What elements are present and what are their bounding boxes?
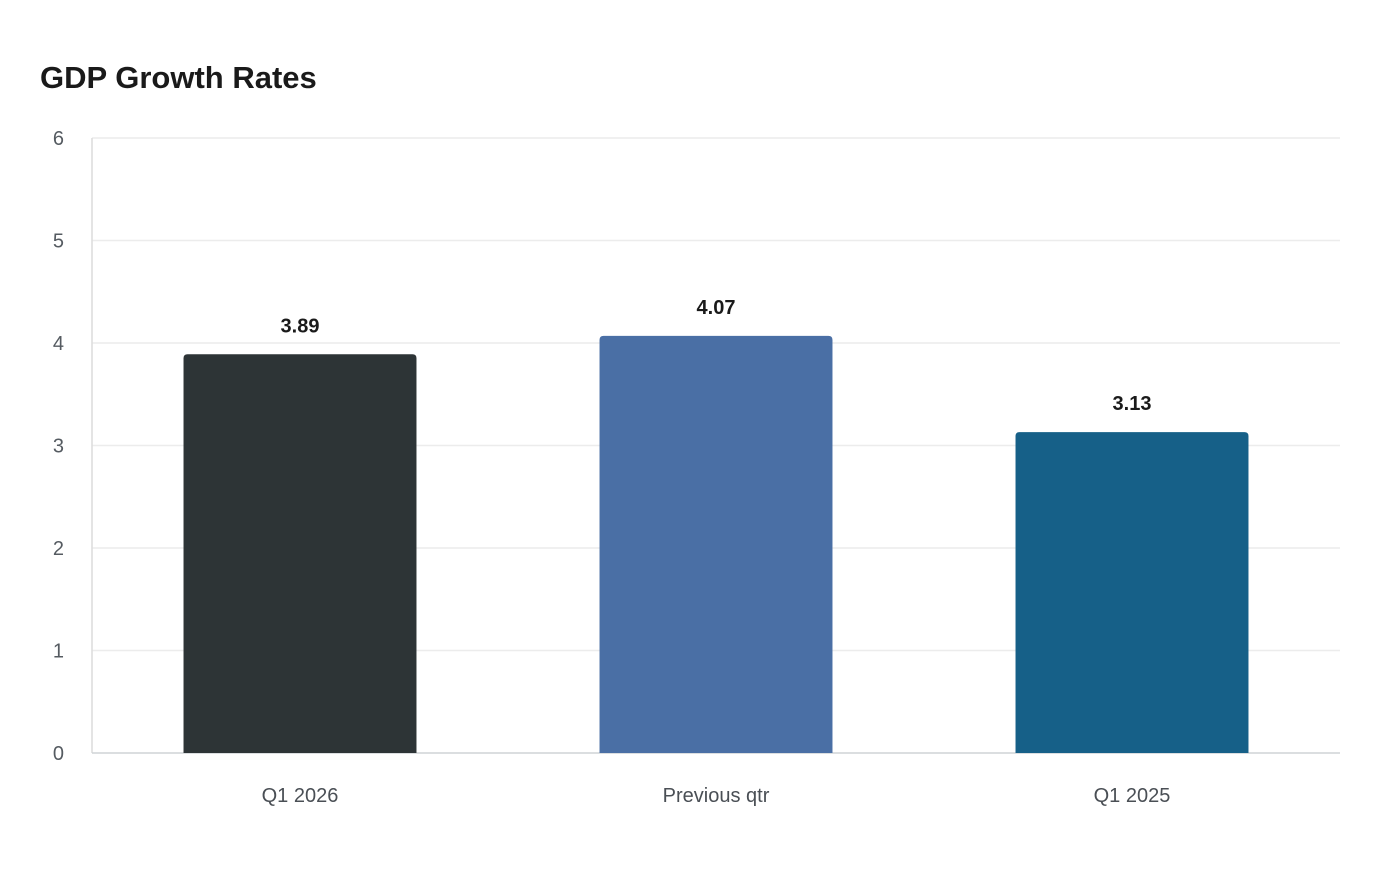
y-tick-label: 2 xyxy=(53,538,64,560)
y-tick-label: 3 xyxy=(53,436,64,458)
bar xyxy=(183,354,417,753)
bar-value-label: 4.07 xyxy=(697,297,736,319)
bar xyxy=(599,335,833,753)
y-tick-label: 6 xyxy=(53,128,64,150)
y-tick-label: 4 xyxy=(53,333,64,355)
x-category-label: Q1 2025 xyxy=(1094,785,1171,807)
labels: 0 1 2 3 4 5 6 3.89 Q1 2026 4.07 Previous qtr 3.13 Q1… xyxy=(53,128,1170,807)
x-category-label: Q1 2026 xyxy=(262,785,339,807)
bars xyxy=(183,335,1249,753)
bar-value-label: 3.89 xyxy=(281,315,320,337)
bar-value-label: 3.13 xyxy=(1113,393,1152,415)
x-category-label: Previous qtr xyxy=(663,785,770,807)
y-tick-label: 0 xyxy=(53,743,64,765)
bar xyxy=(1015,432,1249,753)
chart-title: GDP Growth Rates xyxy=(40,60,317,95)
y-tick-label: 5 xyxy=(53,231,64,253)
y-tick-label: 1 xyxy=(53,641,64,663)
